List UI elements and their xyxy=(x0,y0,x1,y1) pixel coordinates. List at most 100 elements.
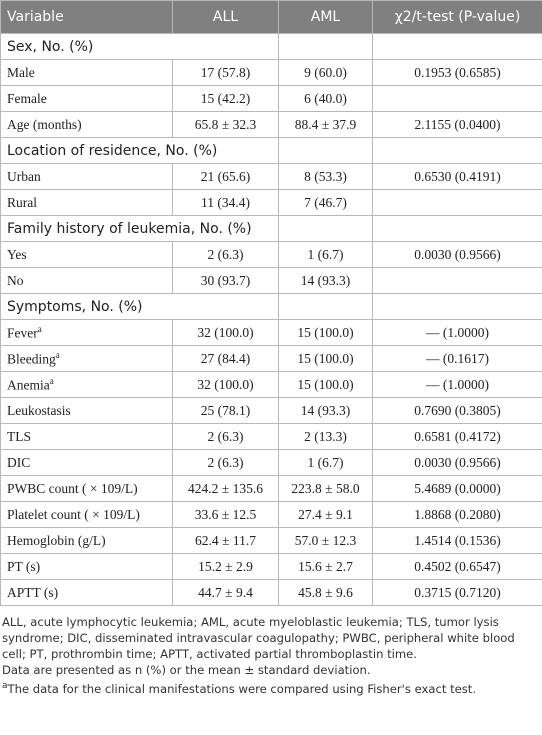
row-label: PWBC count ( × 109/L) xyxy=(7,480,138,496)
section-row: Sex, No. (%) xyxy=(0,33,542,60)
value-cell: 1.8868 (0.2080) xyxy=(372,501,542,528)
data-row: Male 17 (57.8) 9 (60.0) 0.1953 (0.6585) xyxy=(0,59,542,86)
value-cell: 2 (13.3) xyxy=(278,423,373,450)
section-title: Symptoms, No. (%) xyxy=(0,293,173,320)
row-label: Urban xyxy=(7,168,41,184)
section-title: Family history of leukemia, No. (%) xyxy=(0,215,252,242)
value-cell: 6 (40.0) xyxy=(278,85,373,112)
value-cell: 1 (6.7) xyxy=(278,449,373,476)
section-row: Symptoms, No. (%) xyxy=(0,293,542,320)
value-cell: 17 (57.8) xyxy=(172,59,279,86)
value-cell: 223.8 ± 58.0 xyxy=(278,475,373,502)
header-row: Variable ALL AML χ2/t-test (P-value) xyxy=(0,0,542,34)
empty-cell xyxy=(372,267,542,294)
value-cell: 0.0030 (0.9566) xyxy=(372,449,542,476)
row-label-cell: Leukostasis xyxy=(0,397,173,424)
data-row: Platelet count ( × 109/L) 33.6 ± 12.5 27.4… xyxy=(0,501,542,528)
row-label: DIC xyxy=(7,454,31,470)
data-row: DIC 2 (6.3) 1 (6.7) 0.0030 (0.9566) xyxy=(0,449,542,476)
fisher-text: The data for the clinical manifestations… xyxy=(7,681,477,696)
value-cell: 0.1953 (0.6585) xyxy=(372,59,542,86)
row-label-cell: DIC xyxy=(0,449,173,476)
empty-cell xyxy=(278,215,373,242)
row-label: Bleeding xyxy=(7,351,56,367)
row-label-cell: Rural xyxy=(0,189,173,216)
row-label-cell: Fevera xyxy=(0,319,173,346)
row-label-cell: No xyxy=(0,267,173,294)
data-row: No 30 (93.7) 14 (93.3) xyxy=(0,267,542,294)
row-label: Platelet count ( × 109/L) xyxy=(7,506,140,522)
value-cell: 32 (100.0) xyxy=(172,319,279,346)
data-row: PT (s) 15.2 ± 2.9 15.6 ± 2.7 0.4502 (0.6547… xyxy=(0,553,542,580)
table-body: Sex, No. (%) Male 17 (57.8) 9 (60.0) 0.1953 … xyxy=(0,33,542,606)
data-row: Hemoglobin (g/L) 62.4 ± 11.7 57.0 ± 12.3 1.… xyxy=(0,527,542,554)
row-label-cell: Platelet count ( × 109/L) xyxy=(0,501,173,528)
footnote-marker: a xyxy=(55,349,60,360)
empty-cell xyxy=(372,215,542,242)
value-cell: 2 (6.3) xyxy=(172,241,279,268)
footnotes: ALL, acute lymphocytic leukemia; AML, ac… xyxy=(0,606,542,697)
fisher-note: aThe data for the clinical manifestation… xyxy=(2,678,540,697)
row-label: Yes xyxy=(7,246,27,262)
presentation-note: Data are presented as n (%) or the mean … xyxy=(2,663,371,677)
row-label: Fever xyxy=(7,325,38,341)
row-label: APTT (s) xyxy=(7,584,59,600)
row-label-cell: PT (s) xyxy=(0,553,173,580)
row-label: Age (months) xyxy=(7,116,82,132)
row-label: PT (s) xyxy=(7,558,41,574)
row-label-cell: TLS xyxy=(0,423,173,450)
column-header: ALL xyxy=(172,0,279,34)
value-cell: 32 (100.0) xyxy=(172,371,279,398)
section-title: Sex, No. (%) xyxy=(0,33,173,60)
empty-cell xyxy=(278,33,373,60)
value-cell: — (0.1617) xyxy=(372,345,542,372)
value-cell: 27.4 ± 9.1 xyxy=(278,501,373,528)
value-cell: 0.3715 (0.7120) xyxy=(372,579,542,606)
abbreviations-note: ALL, acute lymphocytic leukemia; AML, ac… xyxy=(2,615,515,661)
empty-cell xyxy=(372,189,542,216)
footnote-marker: a xyxy=(37,323,42,334)
value-cell: 0.0030 (0.9566) xyxy=(372,241,542,268)
value-cell: 0.7690 (0.3805) xyxy=(372,397,542,424)
value-cell: 15.6 ± 2.7 xyxy=(278,553,373,580)
data-row: Yes 2 (6.3) 1 (6.7) 0.0030 (0.9566) xyxy=(0,241,542,268)
data-row: Leukostasis 25 (78.1) 14 (93.3) 0.7690 (0.3… xyxy=(0,397,542,424)
column-header: Variable xyxy=(0,0,173,34)
value-cell: 2.1155 (0.0400) xyxy=(372,111,542,138)
row-label: No xyxy=(7,272,24,288)
data-row: Anemiaa 32 (100.0) 15 (100.0) — (1.0000) xyxy=(0,371,542,398)
value-cell: 2 (6.3) xyxy=(172,423,279,450)
value-cell: 11 (34.4) xyxy=(172,189,279,216)
footnote-marker: a xyxy=(2,681,8,691)
value-cell: 21 (65.6) xyxy=(172,163,279,190)
row-label-cell: Hemoglobin (g/L) xyxy=(0,527,173,554)
value-cell: 7 (46.7) xyxy=(278,189,373,216)
value-cell: 14 (93.3) xyxy=(278,397,373,424)
section-row: Location of residence, No. (%) xyxy=(0,137,542,164)
empty-cell xyxy=(172,33,279,60)
value-cell: 88.4 ± 37.9 xyxy=(278,111,373,138)
row-label-cell: Age (months) xyxy=(0,111,173,138)
value-cell: 5.4689 (0.0000) xyxy=(372,475,542,502)
data-row: TLS 2 (6.3) 2 (13.3) 0.6581 (0.4172) xyxy=(0,423,542,450)
value-cell: 65.8 ± 32.3 xyxy=(172,111,279,138)
value-cell: 9 (60.0) xyxy=(278,59,373,86)
value-cell: 25 (78.1) xyxy=(172,397,279,424)
value-cell: 15 (42.2) xyxy=(172,85,279,112)
row-label: Female xyxy=(7,90,47,106)
row-label-cell: Anemiaa xyxy=(0,371,173,398)
empty-cell xyxy=(278,293,373,320)
value-cell: 15 (100.0) xyxy=(278,345,373,372)
section-row: Family history of leukemia, No. (%) xyxy=(0,215,542,242)
value-cell: 8 (53.3) xyxy=(278,163,373,190)
row-label-cell: Urban xyxy=(0,163,173,190)
row-label: Male xyxy=(7,64,35,80)
data-row: Female 15 (42.2) 6 (40.0) xyxy=(0,85,542,112)
value-cell: 62.4 ± 11.7 xyxy=(172,527,279,554)
value-cell: 33.6 ± 12.5 xyxy=(172,501,279,528)
empty-cell xyxy=(372,293,542,320)
value-cell: 15 (100.0) xyxy=(278,319,373,346)
row-label-cell: Yes xyxy=(0,241,173,268)
value-cell: 1 (6.7) xyxy=(278,241,373,268)
